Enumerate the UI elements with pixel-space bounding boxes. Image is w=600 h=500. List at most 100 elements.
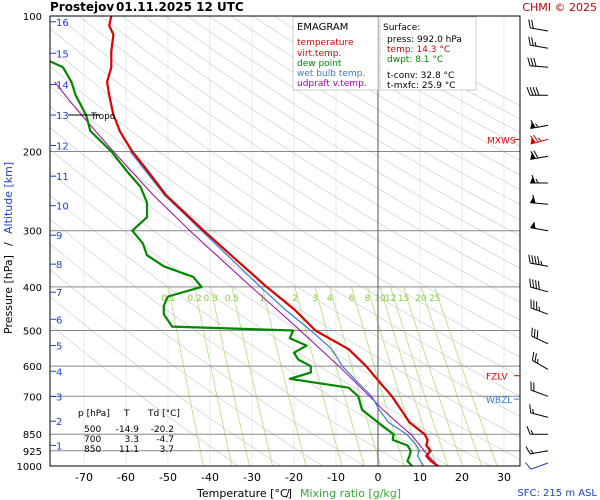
level-markers: Tropo MXWS FZLV WBZL	[68, 112, 520, 406]
table-cell-t: 3.3	[125, 435, 139, 445]
altitude-tick-label: 1	[56, 441, 62, 452]
temperature-tick-label: 10	[413, 471, 427, 484]
altitude-tick-label: 13	[56, 111, 69, 122]
wind-barb-staff	[530, 27, 549, 32]
wind-barb-pennant	[530, 176, 535, 183]
legend-item-virt-temp: virt.temp.	[297, 49, 341, 59]
dry-adiabat-line	[100, 16, 520, 286]
mixing-ratio-label: 0.1	[161, 294, 175, 304]
plot-frame	[49, 15, 521, 467]
marker-label-fzlv: FZLV	[486, 373, 508, 383]
wind-barb	[531, 351, 549, 370]
table-header-td: Td [°C]	[147, 409, 180, 419]
wind-barb	[525, 462, 549, 470]
altitude-tick-label: 8	[56, 260, 62, 271]
wind-barb-feather	[531, 19, 534, 29]
table-cell-td: -20.2	[151, 425, 174, 435]
altitude-tick-label: 3	[56, 393, 62, 404]
temperature-tick-label: 20	[455, 471, 469, 484]
legend-heading: EMAGRAM	[297, 22, 348, 33]
wind-barb-half-feather	[534, 41, 537, 47]
wind-barb-pennant	[530, 221, 536, 229]
legend-item-wet-bulb: wet bulb temp.	[297, 69, 365, 79]
wind-barb-feather	[528, 254, 531, 264]
surface-pressure: press: 992.0 hPa	[387, 35, 462, 45]
pressure-tick-label: 1000	[17, 462, 42, 473]
wind-barb-half-feather	[538, 306, 541, 312]
wind-barb-feather	[530, 150, 536, 159]
mixing-ratio-label: 0.5	[225, 294, 239, 304]
table-cell-td: 3.7	[160, 445, 174, 455]
table-cell-p: 700	[84, 435, 101, 445]
mixing-ratio-label: 10	[374, 294, 386, 304]
temperature-tick-label: -20	[285, 471, 303, 484]
wind-barb-feather	[531, 37, 534, 46]
dry-adiabat-line	[165, 16, 520, 236]
wind-barb-feather	[528, 36, 531, 46]
table-cell-t: 11.1	[119, 445, 139, 455]
wind-barb-feather	[525, 462, 532, 470]
dry-adiabat-line	[50, 65, 520, 377]
wind-barb-feather	[535, 87, 540, 96]
legend-item-temperature: temperature	[297, 38, 354, 48]
mixing-ratio-label: 2	[292, 294, 298, 304]
wind-barb-feather	[531, 174, 536, 184]
wind-barb	[531, 327, 549, 345]
wind-barb-half-feather	[533, 224, 536, 229]
dry-adiabat-line	[50, 106, 520, 417]
wind-barb-feather	[533, 382, 535, 392]
altitude-tick-label: 7	[56, 288, 62, 299]
wind-barb-half-feather	[537, 358, 539, 364]
legend-item-dew-point: dew point	[297, 59, 342, 69]
dry-adiabat-line	[143, 16, 520, 253]
mixing-ratio-label: 25	[429, 294, 440, 304]
pressure-tick-label: 700	[23, 392, 42, 403]
temperature-tick-label: 30	[497, 471, 511, 484]
wind-barb	[530, 194, 549, 205]
wind-barb	[530, 120, 549, 130]
mixing-ratio-label: 0.2	[187, 294, 201, 304]
temperature-tick-labels: -70 -60 -50 -40 -30 -20 -10 0 10 20 30	[75, 471, 511, 484]
table-cell-td: -4.7	[156, 435, 174, 445]
pressure-tick-label: 500	[23, 327, 42, 338]
table-cell-p: 850	[84, 445, 101, 455]
profile-series	[50, 16, 439, 466]
temperature-tick-label: -70	[75, 471, 93, 484]
wind-barb-feather	[526, 87, 531, 96]
mixing-ratio-label: 12	[385, 294, 396, 304]
wind-barb-feather	[531, 255, 534, 264]
y-axis-label-altitude: Altitude [km]	[2, 162, 15, 234]
wind-barb-staff	[530, 450, 549, 455]
mixing-ratio-label: 8	[365, 294, 371, 304]
credit-text: CHMI © 2025	[522, 1, 597, 14]
altitude-tick-label: 5	[56, 342, 62, 353]
wind-barb-feather	[531, 351, 535, 361]
wind-barb	[530, 134, 549, 145]
wind-barb-half-feather	[532, 409, 535, 414]
pressure-tick-labels: 1000 925 850 700 600 500 400 300 200 100	[17, 12, 42, 473]
altitude-tick-label: 9	[56, 231, 62, 242]
wind-barb-staff	[530, 155, 549, 160]
wind-barb	[528, 36, 549, 49]
altitude-tick-label: 15	[56, 49, 69, 60]
marker-label-mxws: MXWS	[487, 136, 516, 146]
x-axis-label-temperature: Temperature [°C]	[196, 487, 292, 500]
wind-barb-feather	[536, 301, 538, 311]
table-header-t: T	[123, 409, 130, 419]
wind-barb-feather	[534, 255, 537, 265]
mixing-ratio-labels: 0.1 0.2 0.3 0.5 1 2 3 4 6 8 10 12 15 20 25	[161, 294, 440, 304]
wind-barb	[530, 221, 549, 232]
wind-barb-feather	[530, 120, 536, 128]
wind-barb-half-feather	[530, 449, 534, 454]
wind-barb	[529, 278, 549, 293]
wind-barb	[528, 19, 549, 32]
y-axis-label-pressure: Pressure [hPa]	[2, 255, 15, 334]
y-axis-label-group: Pressure [hPa] / Altitude [km]	[2, 162, 15, 334]
wind-barb-pennant	[530, 152, 536, 160]
mixing-ratio-label: 3	[312, 294, 318, 304]
wind-barb-staff	[530, 124, 549, 130]
altitude-tick-label: 11	[56, 172, 69, 183]
surface-info-box: Surface: press: 992.0 hPa temp: 14.3 °C …	[379, 16, 477, 91]
wind-barb-half-feather	[535, 178, 539, 184]
